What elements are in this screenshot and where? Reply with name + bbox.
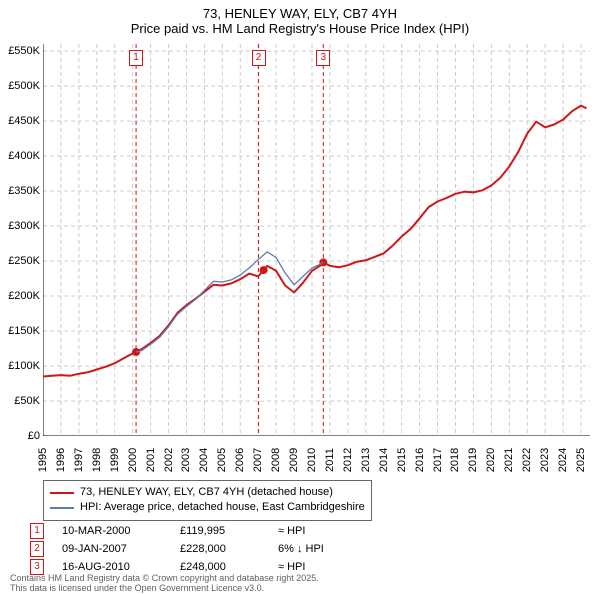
- y-axis-label: £350K: [0, 185, 40, 197]
- transactions-table: 1 10-MAR-2000 £119,995 ≈ HPI 2 09-JAN-2007 £22…: [30, 522, 368, 576]
- legend-swatch: [50, 492, 74, 494]
- x-axis-label: 1995: [37, 448, 49, 472]
- y-axis-label: £300K: [0, 220, 40, 232]
- transaction-rel-hpi: ≈ HPI: [278, 525, 368, 537]
- transaction-date: 09-JAN-2007: [62, 543, 162, 555]
- y-axis-label: £250K: [0, 255, 40, 267]
- transaction-date: 16-AUG-2010: [62, 561, 162, 573]
- transaction-rel-hpi: ≈ HPI: [278, 561, 368, 573]
- y-axis-label: £550K: [0, 45, 40, 57]
- x-axis-label: 2005: [216, 448, 228, 472]
- x-axis-label: 2016: [414, 448, 426, 472]
- y-axis-label: £150K: [0, 325, 40, 337]
- x-axis-label: 2013: [360, 448, 372, 472]
- x-axis-label: 2023: [539, 448, 551, 472]
- y-axis-label: £400K: [0, 150, 40, 162]
- legend-swatch: [50, 507, 74, 508]
- x-axis-label: 2003: [180, 448, 192, 472]
- transaction-date: 10-MAR-2000: [62, 525, 162, 537]
- x-axis-label: 2004: [198, 448, 210, 472]
- legend-label: HPI: Average price, detached house, East…: [80, 500, 365, 515]
- y-axis-label: £450K: [0, 115, 40, 127]
- chart-svg: [43, 44, 590, 436]
- x-axis-label: 2009: [288, 448, 300, 472]
- x-axis-label: 2017: [432, 448, 444, 472]
- transaction-price: £228,000: [180, 543, 260, 555]
- x-axis-label: 1999: [109, 448, 121, 472]
- y-axis-label: £100K: [0, 360, 40, 372]
- x-axis-label: 1997: [73, 448, 85, 472]
- legend-label: 73, HENLEY WAY, ELY, CB7 4YH (detached h…: [80, 485, 333, 500]
- transaction-number: 2: [30, 541, 44, 557]
- x-axis-label: 2008: [270, 448, 282, 472]
- x-axis-label: 2002: [163, 448, 175, 472]
- y-axis-label: £50K: [0, 395, 40, 407]
- transaction-price: £119,995: [180, 525, 260, 537]
- x-axis-label: 2014: [378, 448, 390, 472]
- x-axis-label: 1998: [91, 448, 103, 472]
- x-axis-label: 2024: [557, 448, 569, 472]
- event-marker-number: 1: [129, 50, 143, 66]
- transaction-rel-hpi: 6% ↓ HPI: [278, 543, 368, 555]
- x-axis-label: 2000: [127, 448, 139, 472]
- footnote-line2: This data is licensed under the Open Gov…: [10, 584, 319, 594]
- x-axis-label: 1996: [55, 448, 67, 472]
- transaction-row: 2 09-JAN-2007 £228,000 6% ↓ HPI: [30, 540, 368, 558]
- legend-box: 73, HENLEY WAY, ELY, CB7 4YH (detached h…: [43, 480, 372, 521]
- event-marker-number: 3: [316, 50, 330, 66]
- x-axis-label: 2015: [396, 448, 408, 472]
- chart-title-line1: 73, HENLEY WAY, ELY, CB7 4YH: [0, 6, 600, 21]
- transaction-number: 1: [30, 523, 44, 539]
- x-axis-label: 2022: [521, 448, 533, 472]
- x-axis-label: 2019: [467, 448, 479, 472]
- x-axis-label: 2018: [449, 448, 461, 472]
- chart-title-line2: Price paid vs. HM Land Registry's House …: [0, 21, 600, 36]
- chart-title-block: 73, HENLEY WAY, ELY, CB7 4YH Price paid …: [0, 0, 600, 36]
- transaction-price: £248,000: [180, 561, 260, 573]
- legend-item: HPI: Average price, detached house, East…: [50, 500, 365, 515]
- x-axis-label: 2010: [306, 448, 318, 472]
- y-axis-label: £200K: [0, 290, 40, 302]
- legend-item: 73, HENLEY WAY, ELY, CB7 4YH (detached h…: [50, 485, 365, 500]
- x-axis-label: 2025: [575, 448, 587, 472]
- x-axis-label: 2011: [324, 448, 336, 472]
- chart-plot-area: £0£50K£100K£150K£200K£250K£300K£350K£400…: [43, 44, 590, 436]
- x-axis-label: 2007: [252, 448, 264, 472]
- y-axis-label: £500K: [0, 80, 40, 92]
- x-axis-label: 2021: [503, 448, 515, 472]
- x-axis-label: 2006: [234, 448, 246, 472]
- y-axis-label: £0: [0, 430, 40, 442]
- x-axis-label: 2001: [145, 448, 157, 472]
- transaction-row: 1 10-MAR-2000 £119,995 ≈ HPI: [30, 522, 368, 540]
- x-axis-label: 2012: [342, 448, 354, 472]
- event-marker-number: 2: [252, 50, 266, 66]
- footnote: Contains HM Land Registry data © Crown c…: [10, 574, 319, 594]
- x-axis-label: 2020: [485, 448, 497, 472]
